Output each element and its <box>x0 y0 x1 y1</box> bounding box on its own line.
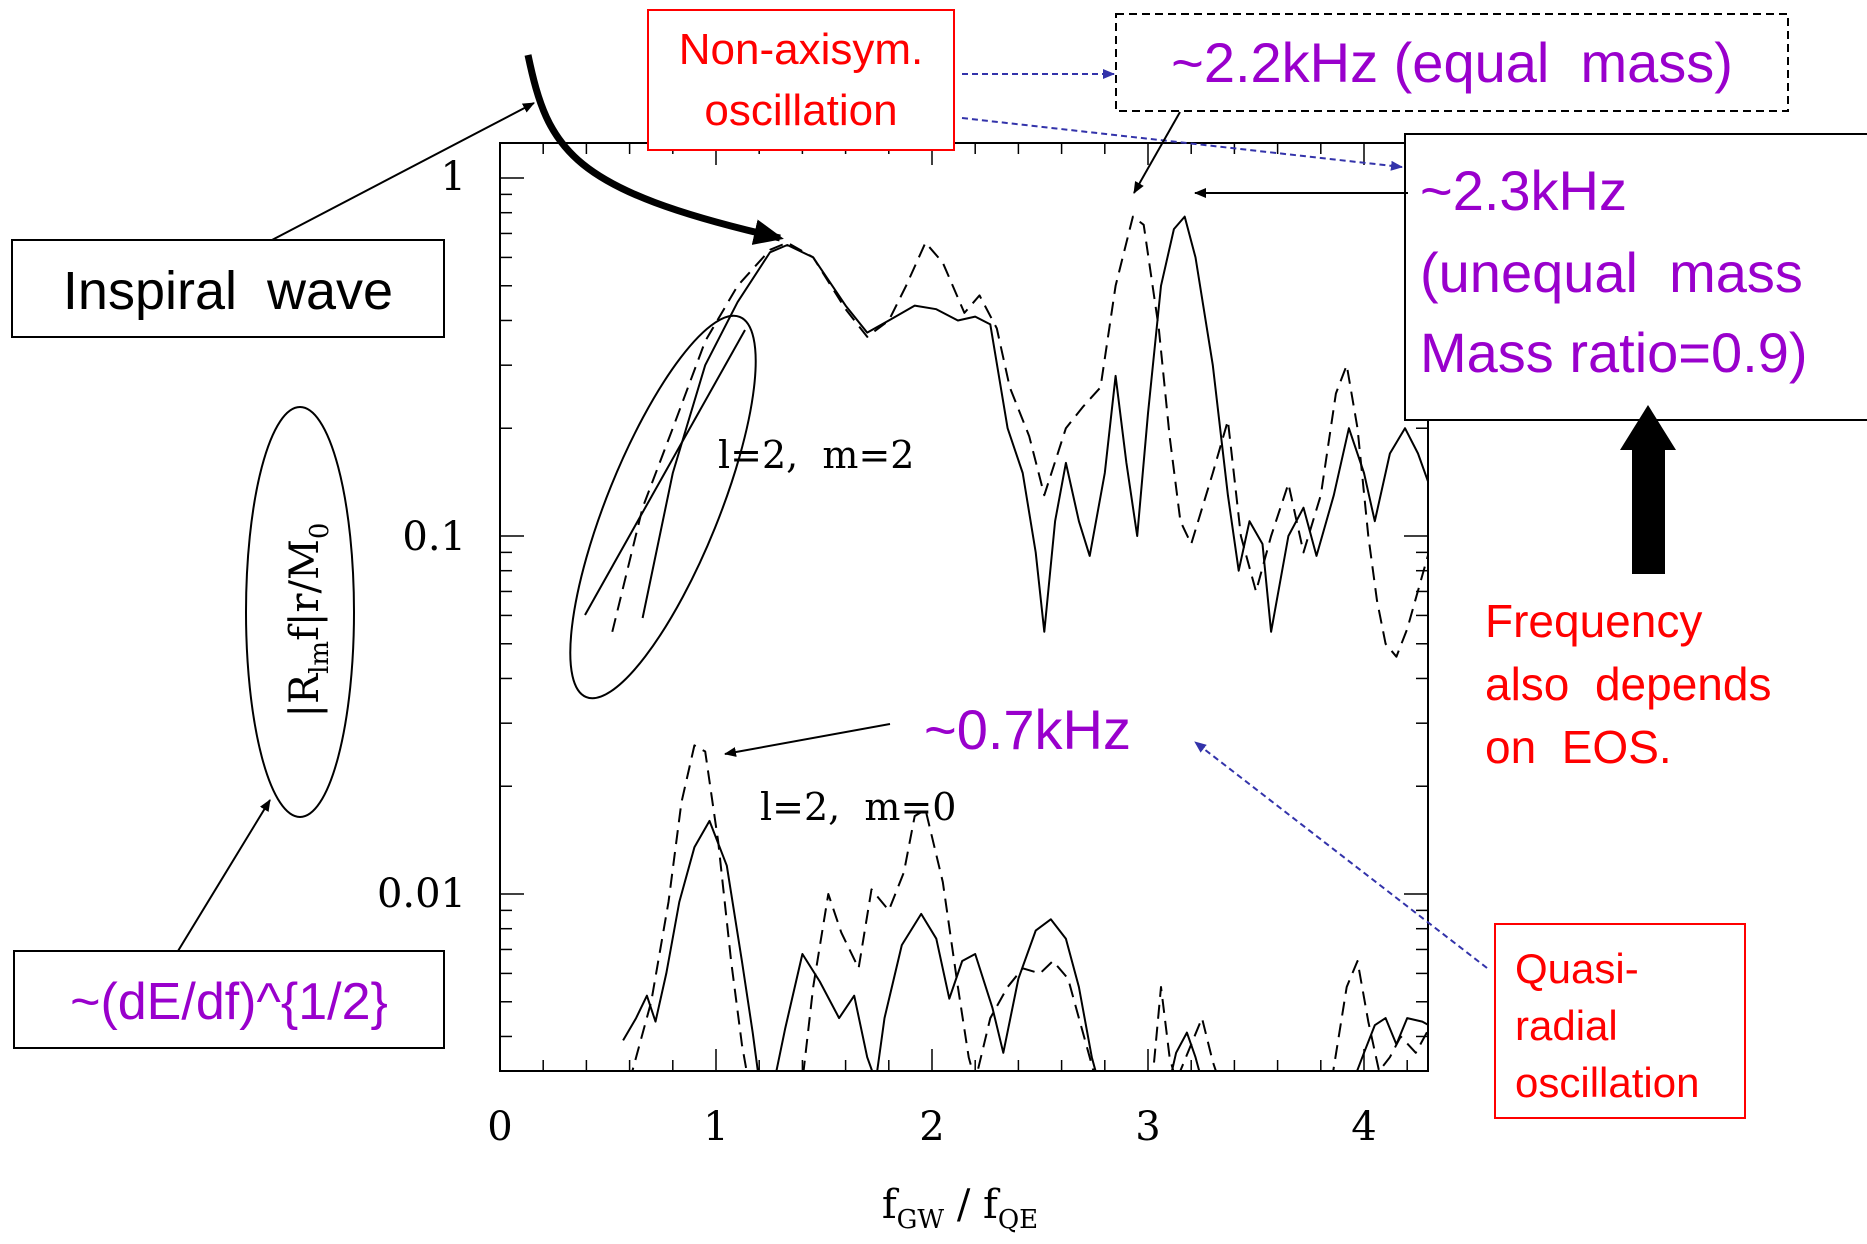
x-tick-label-2: 2 <box>919 1104 944 1150</box>
y-tick-label-01: 0.1 <box>402 514 466 560</box>
series-line-m0-dashed <box>631 744 1428 1071</box>
x-tick-label-0: 0 <box>487 1104 512 1150</box>
eos-arrow-shaft <box>1632 450 1665 574</box>
series-line-m2-dashed <box>611 215 1428 658</box>
x-tick-label-3: 3 <box>1135 1104 1160 1150</box>
quasi-radial-box <box>1494 923 1746 1119</box>
eos-label-1: Frequency <box>1485 595 1702 647</box>
series-line-m0-solid <box>622 819 1428 1071</box>
non-axisym-label-2: oscillation <box>704 86 897 135</box>
non-axisym-box <box>647 9 955 151</box>
plot-frame <box>499 142 1429 1072</box>
quasi-radial-label-2: radial <box>1515 1002 1618 1049</box>
x-tick-labels: 0 1 2 3 4 <box>487 1104 1376 1150</box>
inspiral-ellipse <box>569 314 757 700</box>
quasi-radial-label-3: oscillation <box>1515 1059 1699 1106</box>
axis-ticks <box>499 143 1428 1071</box>
ellipse-chord <box>584 329 746 616</box>
khz07-label: ~0.7kHz <box>924 698 1131 761</box>
unequal-mass-label-3: Mass ratio=0.9) <box>1420 321 1808 384</box>
non-axisym-label-1: Non-axisym. <box>679 25 924 74</box>
inspiral-arrow <box>271 102 535 241</box>
y-tick-label-1: 1 <box>441 154 466 200</box>
y-tick-label-001: 0.01 <box>377 871 466 917</box>
inspiral-box <box>11 239 445 338</box>
equal-mass-arrow <box>1133 111 1181 194</box>
x-axis-label: fGW / fQE <box>882 1182 1038 1235</box>
series-label-m2: l=2, m=2 <box>718 433 914 477</box>
equal-mass-label: ~2.2kHz (equal mass) <box>1171 31 1733 94</box>
series-label-m0: l=2, m=0 <box>760 785 956 829</box>
y-tick-labels: 1 0.1 0.01 <box>377 154 466 917</box>
non-axisym-arrow-unequal <box>961 117 1403 171</box>
eos-label-2: also depends <box>1485 658 1771 710</box>
unequal-mass-label-2: (unequal mass <box>1420 241 1803 304</box>
unequal-mass-label-1: ~2.3kHz <box>1420 159 1627 222</box>
dedf-box <box>13 950 445 1049</box>
x-tick-label-1: 1 <box>703 1104 728 1150</box>
eos-arrow-head <box>1620 405 1676 450</box>
equal-mass-box <box>1115 13 1789 112</box>
inspiral-curve <box>524 54 784 245</box>
series-line-m2-solid <box>641 215 1428 633</box>
y-axis-label: |Rlmf|r/M0 <box>282 523 335 718</box>
unequal-mass-box <box>1404 133 1867 421</box>
dedf-label: ~(dE/df)^{1/2} <box>70 973 388 1031</box>
inspiral-label: Inspiral wave <box>63 261 393 321</box>
quasi-radial-label-1: Quasi- <box>1515 945 1639 992</box>
series-group <box>611 215 1428 1071</box>
ylabel-ellipse <box>245 406 355 818</box>
khz07-arrow <box>724 723 891 757</box>
dedf-arrow <box>177 799 271 952</box>
quasi-radial-arrow <box>1194 741 1488 969</box>
eos-label-3: on EOS. <box>1485 721 1672 773</box>
x-tick-label-4: 4 <box>1351 1104 1376 1150</box>
